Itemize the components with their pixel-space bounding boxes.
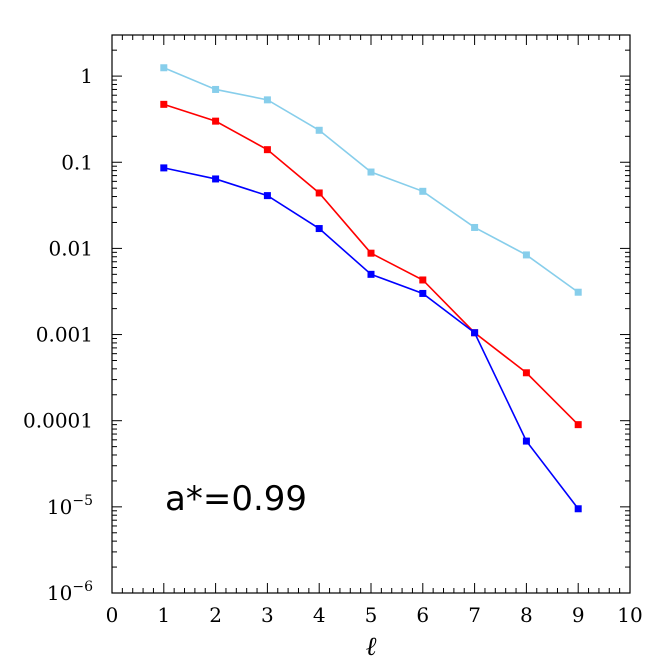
y-tick-label: 10−6	[47, 579, 93, 605]
data-point-s2-8	[522, 369, 530, 377]
y-tick-label: 1	[80, 64, 93, 88]
data-point-s3-5	[367, 270, 375, 278]
series-line-1	[163, 67, 579, 293]
data-point-s2-3	[263, 146, 271, 154]
x-axis-label: ℓ	[366, 632, 377, 662]
data-point-s1-8	[522, 251, 530, 259]
y-tick-label: 0.1	[61, 150, 93, 174]
annotation-label: a*=0.99	[165, 479, 307, 519]
data-point-s2-4	[315, 189, 323, 197]
data-point-s2-5	[367, 249, 375, 257]
data-point-s1-7	[471, 223, 479, 231]
plot-frame	[111, 34, 631, 594]
x-tick-label: 1	[157, 603, 170, 627]
y-tick-label: 0.001	[36, 323, 93, 347]
data-point-s2-1	[160, 100, 168, 108]
x-tick-label: 0	[106, 603, 119, 627]
data-point-s1-5	[367, 168, 375, 176]
data-point-s3-1	[160, 164, 168, 172]
data-point-s2-6	[419, 276, 427, 284]
ticks-layer	[111, 35, 631, 594]
data-point-s2-2	[212, 117, 220, 125]
data-point-s3-7	[471, 329, 479, 337]
x-tick-label: 2	[209, 603, 222, 627]
y-tick-label: 0.01	[48, 236, 93, 260]
x-tick-label: 7	[468, 603, 481, 627]
data-point-s3-6	[419, 289, 427, 297]
data-point-s1-4	[315, 126, 323, 134]
labels-layer: 0 1 2 3 4 5 6 7 8 9 10 1 0.1 0.01 0.001 0.0001 10−5 10−6	[23, 64, 643, 627]
data-point-s2-9	[574, 421, 582, 429]
x-tick-label: 10	[617, 603, 642, 627]
data-point-s1-2	[212, 85, 220, 93]
data-point-s1-6	[419, 187, 427, 195]
data-point-s1-1	[160, 64, 168, 72]
x-tick-label: 8	[520, 603, 533, 627]
data-point-s1-9	[574, 288, 582, 296]
x-tick-label: 6	[416, 603, 429, 627]
data-point-s3-4	[315, 225, 323, 233]
x-tick-label: 3	[261, 603, 274, 627]
data-point-s3-2	[212, 175, 220, 183]
x-tick-label: 9	[572, 603, 585, 627]
series-line-2	[163, 103, 579, 426]
data-point-s3-9	[574, 505, 582, 513]
series-line-3	[163, 167, 579, 510]
x-tick-label: 4	[313, 603, 326, 627]
series-layer	[160, 64, 582, 513]
data-point-s3-3	[263, 192, 271, 200]
y-tick-label: 10−5	[47, 493, 93, 519]
y-tick-label: 0.0001	[23, 409, 93, 433]
data-point-s1-3	[263, 96, 271, 104]
data-point-s3-8	[522, 437, 530, 445]
x-tick-label: 5	[365, 603, 378, 627]
